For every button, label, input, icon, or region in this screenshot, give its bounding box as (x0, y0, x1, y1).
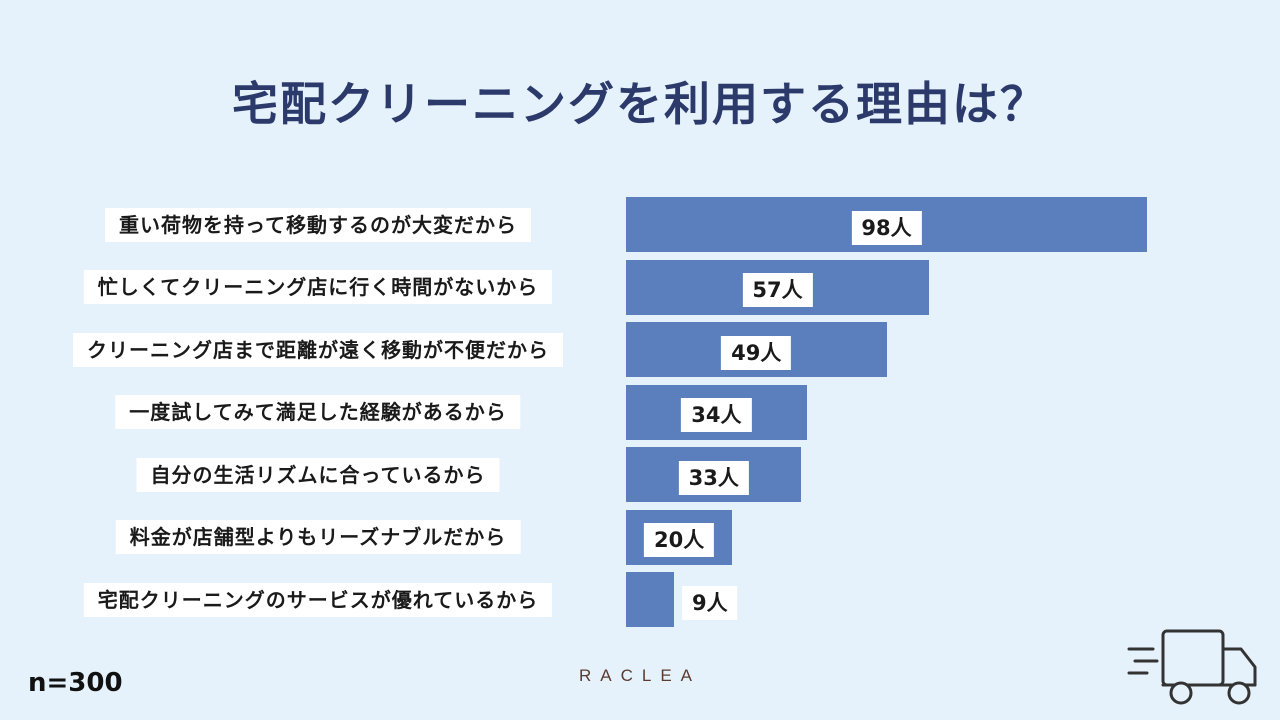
delivery-truck-icon (1127, 629, 1257, 705)
sample-size-label: n=300 (28, 668, 123, 698)
category-label: 重い荷物を持って移動するのが大変だから (105, 207, 531, 242)
chart-title: 宅配クリーニングを利用する理由は？ (232, 77, 1048, 131)
category-label: 忙しくてクリーニング店に行く時間がないから (83, 270, 553, 304)
category-label: クリーニング店まで距離が遠く移動が不便だから (73, 332, 563, 367)
category-label: 料金が店舗型よりもリーズナブルだから (115, 520, 521, 554)
brand-logo-text: RACLEA (578, 666, 702, 685)
value-label: 49人 (721, 335, 792, 370)
category-label: 一度試してみて満足した経験があるから (115, 395, 521, 429)
value-label: 98人 (851, 210, 922, 245)
value-label: 20人 (644, 523, 715, 557)
value-label: 34人 (681, 398, 752, 432)
category-label: 宅配クリーニングのサービスが優れているから (83, 582, 553, 617)
value-label: 9人 (682, 585, 738, 620)
value-label: 57人 (742, 273, 813, 307)
bar (626, 572, 674, 627)
category-label: 自分の生活リズムに合っているから (136, 457, 500, 492)
value-label: 33人 (678, 460, 749, 495)
